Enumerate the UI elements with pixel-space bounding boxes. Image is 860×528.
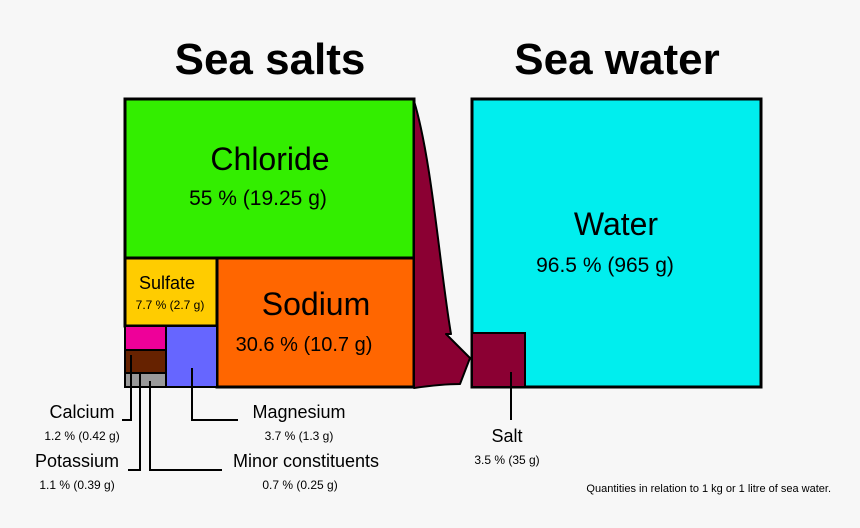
sodium-label: Sodium	[262, 286, 371, 322]
salt-label: Salt	[491, 426, 522, 446]
calcium-value: 1.2 % (0.42 g)	[44, 429, 119, 443]
chloride-value: 55 % (19.25 g)	[189, 187, 327, 210]
transfer-arrow	[413, 100, 471, 389]
magnesium-label: Magnesium	[252, 402, 345, 422]
minor-constituents-value: 0.7 % (0.25 g)	[262, 478, 337, 492]
salt-value: 3.5 % (35 g)	[474, 453, 539, 467]
footnote: Quantities in relation to 1 kg or 1 litr…	[586, 483, 831, 495]
potassium-label: Potassium	[35, 451, 119, 471]
water-label: Water	[574, 206, 659, 242]
minor-constituents-label: Minor constituents	[233, 451, 379, 471]
title-sea-salts: Sea salts	[175, 35, 366, 84]
magnesium-value: 3.7 % (1.3 g)	[265, 429, 334, 443]
potassium-value: 1.1 % (0.39 g)	[39, 478, 114, 492]
calcium-block	[124, 325, 167, 351]
chloride-label: Chloride	[210, 141, 329, 177]
sulfate-label: Sulfate	[139, 273, 195, 293]
chloride-block	[123, 97, 416, 260]
water-value: 96.5 % (965 g)	[536, 254, 674, 277]
calcium-label: Calcium	[49, 402, 114, 422]
title-sea-water: Sea water	[514, 35, 719, 84]
salt-block	[471, 332, 526, 388]
sulfate-value: 7.7 % (2.7 g)	[136, 298, 205, 312]
sodium-block	[215, 256, 416, 389]
sodium-value: 30.6 % (10.7 g)	[236, 334, 373, 356]
leader-lines	[122, 355, 512, 471]
